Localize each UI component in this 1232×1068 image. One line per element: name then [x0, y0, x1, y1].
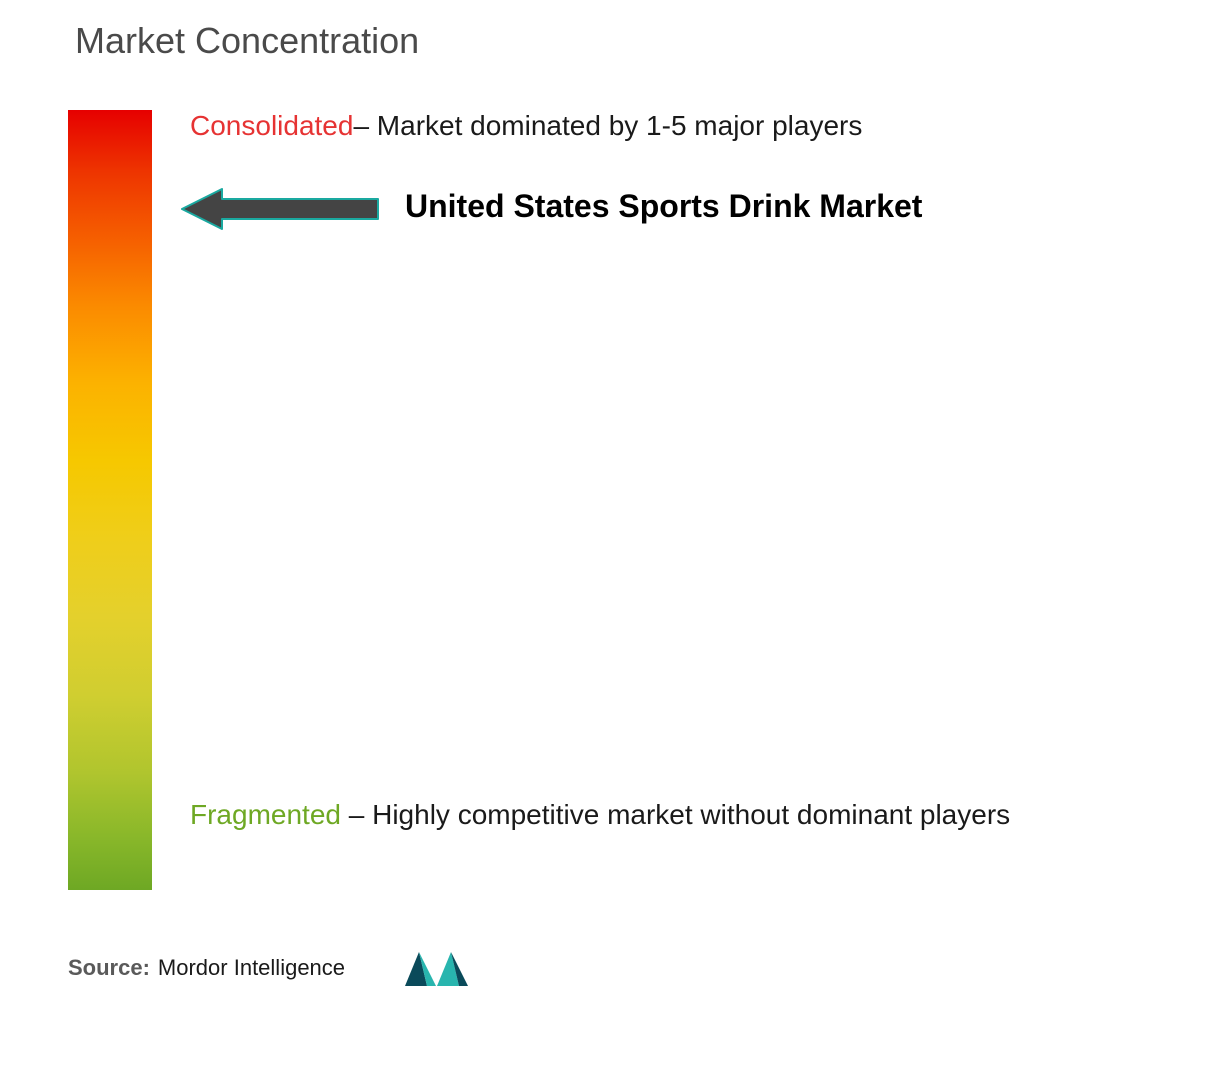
- consolidated-description: – Market dominated by 1-5 major players: [353, 110, 862, 142]
- mordor-logo-icon: [405, 948, 477, 988]
- fragmented-label: Fragmented: [190, 799, 341, 830]
- consolidated-description-row: Consolidated – Market dominated by 1-5 m…: [190, 110, 862, 142]
- fragmented-description-row: Fragmented – Highly competitive market w…: [190, 790, 1152, 840]
- source-label: Source:: [68, 955, 150, 981]
- arrow-left-icon: [182, 189, 378, 229]
- source-name: Mordor Intelligence: [158, 955, 345, 981]
- fragmented-description: – Highly competitive market without domi…: [349, 799, 1010, 830]
- market-pointer-arrow: [180, 185, 380, 238]
- consolidated-label: Consolidated: [190, 110, 353, 142]
- source-row: Source: Mordor Intelligence: [68, 948, 477, 988]
- concentration-gradient-bar: [68, 110, 152, 890]
- market-name-label: United States Sports Drink Market: [405, 188, 922, 225]
- page-title: Market Concentration: [75, 20, 419, 62]
